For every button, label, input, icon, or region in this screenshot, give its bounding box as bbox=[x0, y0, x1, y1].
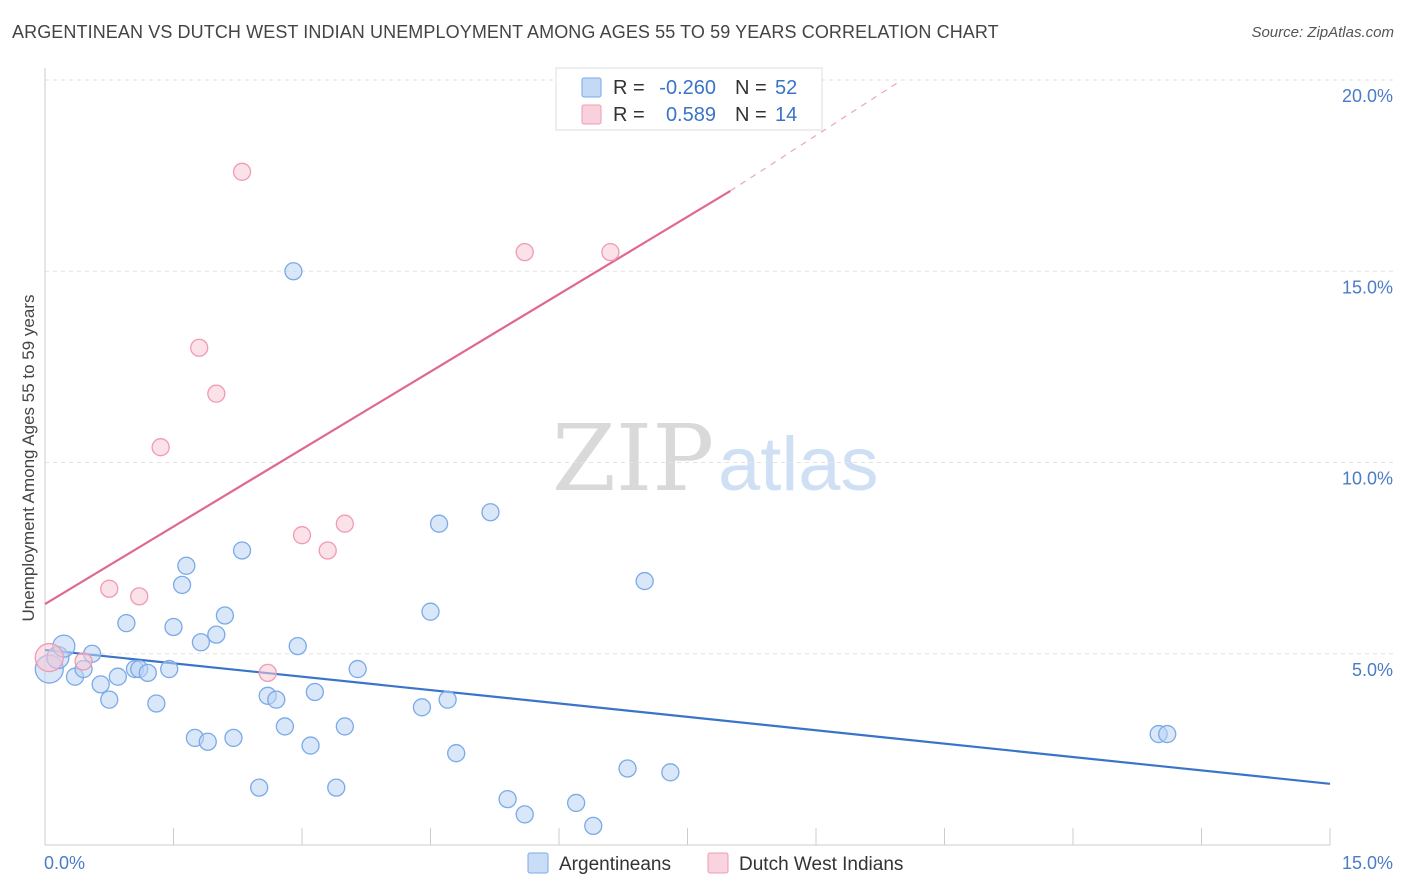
legend-r-value: 0.589 bbox=[666, 104, 716, 126]
data-point bbox=[198, 732, 217, 751]
axes: 5.0% 10.0% 15.0% 20.0% 0.0% 15.0% bbox=[44, 68, 1393, 873]
data-point bbox=[117, 614, 136, 633]
data-point bbox=[618, 759, 637, 778]
data-point bbox=[100, 579, 119, 598]
data-point bbox=[288, 636, 307, 656]
data-point bbox=[284, 262, 303, 281]
data-point bbox=[108, 667, 127, 686]
watermark-atlas: atlas bbox=[718, 422, 879, 507]
legend-swatch bbox=[527, 852, 549, 874]
data-point bbox=[481, 503, 500, 522]
watermark-zip: ZIP bbox=[552, 405, 714, 512]
data-point bbox=[100, 690, 119, 709]
data-point bbox=[421, 602, 440, 621]
data-point bbox=[584, 816, 603, 836]
data-point bbox=[305, 682, 325, 702]
data-point bbox=[172, 575, 192, 595]
legend-n-label: N = bbox=[735, 77, 767, 99]
y-tick-label: 10.0% bbox=[1342, 469, 1393, 489]
data-point bbox=[190, 338, 209, 357]
data-point bbox=[515, 805, 534, 824]
data-point bbox=[232, 541, 252, 560]
data-point bbox=[147, 694, 166, 713]
data-point bbox=[34, 642, 64, 673]
data-point bbox=[224, 728, 243, 748]
data-point bbox=[138, 663, 157, 683]
stats-legend: R = -0.260 N = 52 R = 0.589 N = 14 bbox=[555, 67, 823, 131]
legend-r-label: R = bbox=[613, 77, 645, 99]
legend-swatch bbox=[581, 104, 602, 125]
data-point bbox=[515, 242, 534, 262]
trendline bbox=[44, 189, 731, 605]
data-point bbox=[1158, 724, 1177, 744]
data-point bbox=[232, 162, 252, 181]
data-point bbox=[566, 793, 586, 813]
x-tick-label: 15.0% bbox=[1342, 853, 1393, 873]
legend-n-label: N = bbox=[735, 104, 767, 126]
data-point bbox=[191, 633, 211, 652]
trendline bbox=[44, 648, 1331, 785]
legend-swatch bbox=[707, 852, 729, 874]
data-point bbox=[348, 659, 367, 679]
data-point bbox=[258, 663, 277, 683]
y-tick-label: 20.0% bbox=[1342, 86, 1393, 106]
data-point bbox=[215, 606, 235, 625]
data-point bbox=[164, 617, 183, 637]
data-point bbox=[335, 514, 354, 533]
data-point bbox=[327, 778, 346, 797]
legend-n-value: 52 bbox=[775, 77, 797, 99]
legend-swatch bbox=[581, 77, 602, 98]
data-point bbox=[130, 587, 149, 606]
legend-series-name: Dutch West Indians bbox=[739, 854, 903, 875]
trendline-extension bbox=[730, 79, 902, 192]
data-point bbox=[275, 717, 295, 736]
data-point bbox=[335, 717, 354, 736]
y-axis-label: Unemployment Among Ages 55 to 59 years bbox=[19, 295, 38, 622]
data-point bbox=[250, 778, 269, 797]
data-point bbox=[91, 675, 110, 694]
legend-r-value: -0.260 bbox=[659, 77, 716, 99]
y-tick-label: 5.0% bbox=[1352, 660, 1393, 680]
data-point bbox=[292, 526, 312, 545]
data-point bbox=[601, 242, 620, 262]
data-point bbox=[635, 571, 654, 591]
source-credit: Source: ZipAtlas.com bbox=[1251, 24, 1394, 41]
chart-title: ARGENTINEAN VS DUTCH WEST INDIAN UNEMPLO… bbox=[12, 22, 999, 42]
data-point bbox=[74, 652, 93, 671]
data-point bbox=[438, 690, 457, 709]
series-legend: Argentineans Dutch West Indians bbox=[527, 852, 903, 875]
data-point bbox=[661, 763, 680, 782]
data-point bbox=[207, 384, 226, 403]
data-point bbox=[151, 438, 170, 457]
data-point bbox=[412, 698, 432, 717]
data-point bbox=[160, 659, 179, 679]
data-point bbox=[429, 514, 449, 533]
data-points bbox=[34, 162, 1177, 836]
y-tick-label: 15.0% bbox=[1342, 277, 1393, 297]
data-point bbox=[498, 789, 517, 809]
legend-r-label: R = bbox=[613, 104, 645, 126]
data-point bbox=[447, 744, 466, 763]
data-point bbox=[207, 625, 226, 644]
data-point bbox=[267, 690, 286, 709]
data-point bbox=[318, 541, 337, 560]
watermark: ZIP atlas bbox=[552, 405, 879, 512]
legend-n-value: 14 bbox=[775, 104, 797, 126]
data-point bbox=[301, 736, 320, 755]
legend-series-name: Argentineans bbox=[559, 854, 671, 875]
data-point bbox=[177, 556, 196, 575]
x-tick-label: 0.0% bbox=[44, 853, 85, 873]
